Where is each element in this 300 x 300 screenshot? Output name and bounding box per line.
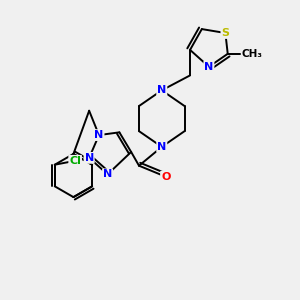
Text: N: N bbox=[85, 153, 94, 163]
Text: N: N bbox=[157, 85, 167, 95]
Text: N: N bbox=[94, 130, 104, 140]
Text: CH₃: CH₃ bbox=[242, 49, 262, 59]
Text: S: S bbox=[221, 28, 230, 38]
Text: N: N bbox=[157, 142, 167, 152]
Text: O: O bbox=[161, 172, 170, 182]
Text: Cl: Cl bbox=[69, 156, 81, 166]
Text: N: N bbox=[204, 62, 214, 72]
Text: N: N bbox=[103, 169, 112, 179]
